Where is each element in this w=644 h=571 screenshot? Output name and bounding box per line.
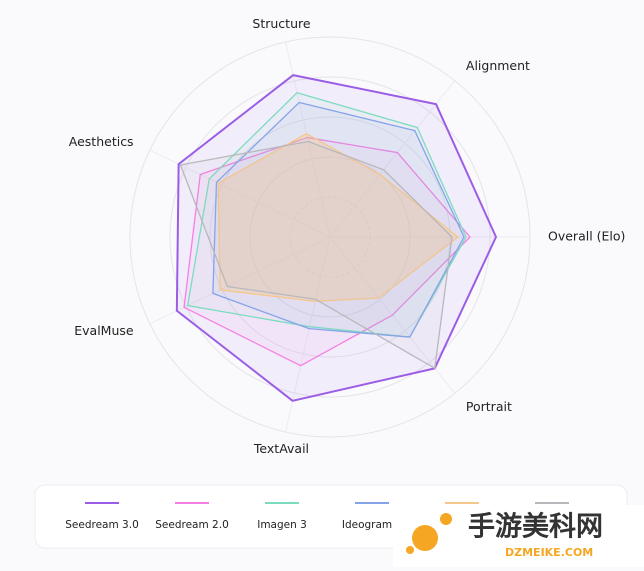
spoke	[149, 149, 331, 238]
axis-label: TextAvail	[253, 441, 309, 456]
axis-label: Overall (Elo)	[548, 229, 625, 244]
axis-label: Structure	[252, 16, 310, 31]
plot-area: Overall (Elo) Portrait TextAvail EvalMuse Ae…	[69, 16, 626, 456]
legend-label: Imagen 3	[257, 519, 307, 531]
axis-label: Portrait	[466, 399, 512, 414]
axis-label: EvalMuse	[74, 323, 134, 338]
spoke	[149, 236, 331, 325]
legend-label: Seedream 2.0	[155, 519, 229, 531]
series-area	[175, 74, 497, 402]
watermark-logo-dot	[406, 546, 414, 554]
legend-label: Seedream 3.0	[65, 519, 139, 531]
watermark-url: DZMEIKE.COM	[505, 546, 593, 559]
series-area	[217, 133, 459, 302]
axis-label: Aesthetics	[69, 134, 134, 149]
legend-label: Ideogram 3	[342, 519, 402, 531]
axis-label: Alignment	[466, 58, 530, 73]
spoke	[329, 80, 456, 238]
watermark-title: 手游美科网	[468, 511, 603, 543]
watermark-logo-dot	[440, 513, 452, 525]
legend: Seedream 3.0 Seedream 2.0 Imagen 3 Ideogram…	[65, 502, 569, 531]
watermark-logo	[412, 525, 438, 551]
series-area	[179, 140, 453, 369]
spoke	[285, 236, 331, 433]
series-area	[212, 101, 465, 338]
watermark: 手游美科网 DZMEIKE.COM	[393, 505, 644, 567]
